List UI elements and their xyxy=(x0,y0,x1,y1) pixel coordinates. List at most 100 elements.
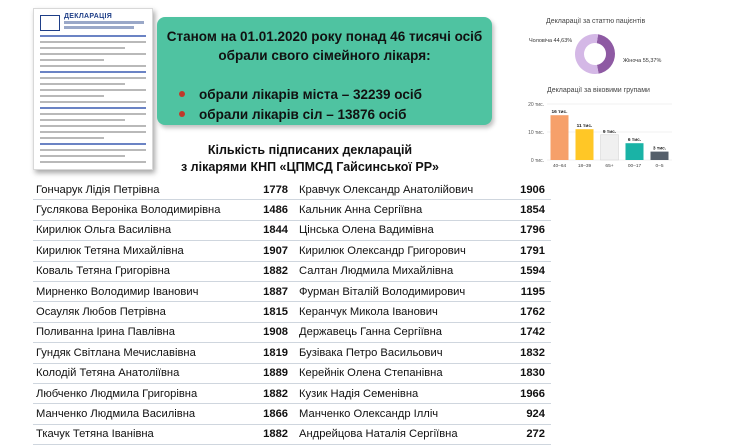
bullet-dot-icon xyxy=(179,111,185,117)
table-row: Поливанна Ірина Павлівна 1908 Державець Га… xyxy=(33,322,551,344)
table-row: Гундяк Світлана Мечиславівна 1819 Бузівака… xyxy=(33,342,551,364)
declaration-count: 1889 xyxy=(236,363,294,384)
summary-line-1: Станом на 01.01.2020 року понад 46 тисяч… xyxy=(166,29,483,44)
doctor-name: Поливанна Ірина Павлівна xyxy=(33,322,237,344)
doctor-name: Державець Ганна Сергіївна xyxy=(293,322,499,344)
doctor-name: Андрейцова Наталія Сергіївна xyxy=(293,424,499,445)
x-tick-label: 65+ xyxy=(605,163,613,169)
form-subtitle-line xyxy=(64,21,144,24)
doctor-name: Цінська Олена Вадимівна xyxy=(293,220,499,242)
declaration-count: 272 xyxy=(498,424,551,445)
doctor-name: Любченко Людмила Григорівна xyxy=(33,383,237,405)
bar xyxy=(625,143,644,160)
y-tick-label: 0 тис. xyxy=(531,158,544,164)
doctor-name: Кравчук Олександр Анатолійович xyxy=(293,180,499,201)
doctor-name: Манченко Людмила Василівна xyxy=(33,403,237,425)
bar xyxy=(650,151,669,160)
doctor-name: Гундяк Світлана Мечиславівна xyxy=(33,342,237,364)
declaration-count: 1832 xyxy=(498,342,551,364)
bar xyxy=(575,129,594,160)
doctor-name: Гуслякова Вероніка Володимирівна xyxy=(33,199,237,221)
y-tick-label: 20 тис. xyxy=(528,102,544,108)
doctor-name: Кирилюк Олександр Григорович xyxy=(293,240,499,262)
bar-data-label: 3 тис. xyxy=(653,146,666,152)
declaration-count: 1762 xyxy=(498,301,551,323)
gender-pie-chart xyxy=(575,34,615,74)
form-body-lines xyxy=(40,35,146,167)
form-title: ДЕКЛАРАЦІЯ xyxy=(64,13,113,20)
table-row: Гуслякова Вероніка Володимирівна 1486 Каль… xyxy=(33,199,551,221)
pie-label-female: Жіноча 55,37% xyxy=(623,58,662,64)
table-title-line-2: з лікарями КНП «ЦПМСД Гайсинської РР» xyxy=(180,160,440,174)
table-row: Осауляк Любов Петрівна 1815 Керанчук Микол… xyxy=(33,301,551,323)
x-tick-label: 00–17 xyxy=(628,163,642,169)
bullet-dot-icon xyxy=(179,91,185,97)
bar xyxy=(550,115,569,160)
table-row: Гончарук Лідія Петрівна 1778 Кравчук Олекс… xyxy=(33,180,551,201)
doctor-name: Осауляк Любов Петрівна xyxy=(33,301,237,323)
bar-data-label: 9 тис. xyxy=(603,129,616,135)
declaration-count: 1866 xyxy=(236,403,294,425)
doctor-name: Кирилюк Тетяна Михайлівна xyxy=(33,240,237,262)
doctor-name: Гончарук Лідія Петрівна xyxy=(33,180,237,201)
declaration-count: 1887 xyxy=(236,281,294,303)
table-row: Колодій Тетяна Анатоліївна 1889 Керейнік О… xyxy=(33,363,551,384)
x-tick-label: 0–5 xyxy=(655,163,663,169)
doctor-name: Мирненко Володимир Іванович xyxy=(33,281,237,303)
declaration-count: 1882 xyxy=(236,261,294,282)
bar xyxy=(600,134,619,161)
declaration-count: 1908 xyxy=(236,322,294,344)
pie-chart-title: Декларації за статтю пацієнтів xyxy=(546,18,646,25)
summary-bullet: обрали лікарів міста – 32239 осіб xyxy=(179,85,422,105)
declaration-count: 1778 xyxy=(236,180,294,201)
declaration-count: 1830 xyxy=(498,363,551,384)
table-title-line-1: Кількість підписаних декларацій xyxy=(207,143,413,157)
doctor-name: Керанчук Микола Іванович xyxy=(293,301,499,323)
declaration-count: 1486 xyxy=(236,199,294,221)
doctor-name: Колодій Тетяна Анатоліївна xyxy=(33,363,237,384)
declaration-count: 1195 xyxy=(498,281,551,303)
doctors-table: Гончарук Лідія Петрівна 1778 Кравчук Олекс… xyxy=(33,180,551,445)
table-row: Кирилюк Тетяна Михайлівна 1907 Кирилюк Оле… xyxy=(33,240,551,262)
table-title: Кількість підписаних декларацій з лікаря… xyxy=(180,142,440,176)
pie-slice xyxy=(575,34,599,74)
doctor-name: Ткачук Тетяна Іванівна xyxy=(33,424,237,445)
summary-bullets: обрали лікарів міста – 32239 осіб обрали… xyxy=(179,85,422,125)
declaration-count: 1854 xyxy=(498,199,551,221)
declaration-count: 1796 xyxy=(498,220,551,242)
doctor-name: Коваль Тетяна Григорівна xyxy=(33,261,237,282)
declaration-count: 1882 xyxy=(236,424,294,445)
summary-line-2: обрали свого сімейного лікаря: xyxy=(218,48,431,63)
table-row: Любченко Людмила Григорівна 1882 Кузик Над… xyxy=(33,383,551,405)
bar-data-label: 11 тис. xyxy=(577,123,593,129)
doctor-name: Салтан Людмила Михайлівна xyxy=(293,261,499,282)
doctor-name: Фурман Віталій Володимирович xyxy=(293,281,499,303)
summary-bullet: обрали лікарів сіл – 13876 осіб xyxy=(179,105,422,125)
doctor-name: Бузівака Петро Васильович xyxy=(293,342,499,364)
declaration-count: 1791 xyxy=(498,240,551,262)
declaration-count: 1594 xyxy=(498,261,551,282)
declaration-count: 924 xyxy=(498,403,551,425)
table-row: Манченко Людмила Василівна 1866 Манченко О… xyxy=(33,403,551,425)
doctor-name: Кузик Надія Семенівна xyxy=(293,383,499,405)
bar-chart-title: Декларації за віковими групами xyxy=(547,87,650,94)
summary-box: Станом на 01.01.2020 року понад 46 тисяч… xyxy=(157,17,492,125)
declaration-form-image: ДЕКЛАРАЦІЯ xyxy=(33,8,153,170)
age-bar-chart: 20 тис. 10 тис. 0 тис. 16 тис. 40–64 11 тис.… xyxy=(528,102,672,169)
bar-data-label: 16 тис. xyxy=(552,109,568,115)
doctor-name: Манченко Олександр Ілліч xyxy=(293,403,499,425)
x-tick-label: 40–64 xyxy=(553,163,567,169)
declaration-count: 1907 xyxy=(236,240,294,262)
x-tick-label: 18–39 xyxy=(578,163,592,169)
table-row: Ткачук Тетяна Іванівна 1882 Андрейцова Нат… xyxy=(33,424,551,445)
declaration-count: 1906 xyxy=(498,180,551,201)
declaration-count: 1966 xyxy=(498,383,551,405)
declaration-count: 1815 xyxy=(236,301,294,323)
declaration-count: 1819 xyxy=(236,342,294,364)
pie-label-male: Чоловіча 44,63% xyxy=(529,38,573,44)
y-tick-label: 10 тис. xyxy=(528,130,544,136)
declaration-count: 1882 xyxy=(236,383,294,405)
doctor-name: Керейнік Олена Степанівна xyxy=(293,363,499,384)
pie-slice xyxy=(596,34,615,74)
declaration-count: 1844 xyxy=(236,220,294,242)
